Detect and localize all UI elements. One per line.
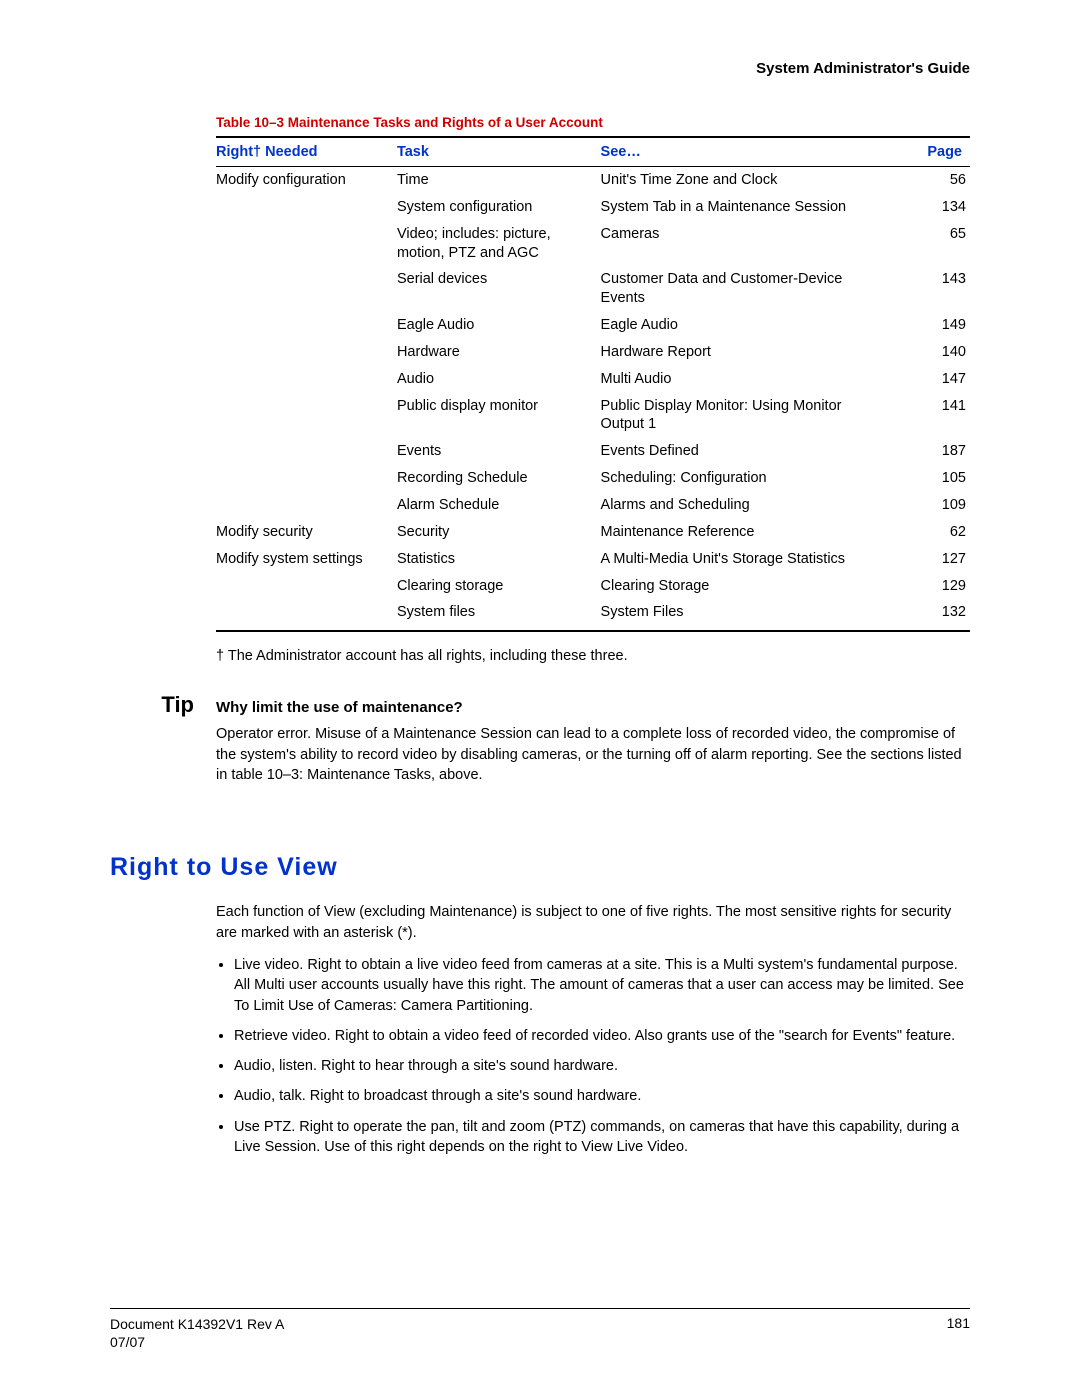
table-cell	[216, 366, 397, 393]
table-cell: Hardware Report	[601, 339, 880, 366]
table-cell: Video; includes: picture, motion, PTZ an…	[397, 221, 601, 267]
col-right: Right† Needed	[216, 137, 397, 167]
table-cell: System configuration	[397, 194, 601, 221]
table-cell: 140	[880, 339, 971, 366]
list-item: Use PTZ. Right to operate the pan, tilt …	[234, 1117, 970, 1158]
table-cell: Modify system settings	[216, 546, 397, 573]
col-task: Task	[397, 137, 601, 167]
table-cell: Time	[397, 167, 601, 194]
table-cell: 65	[880, 221, 971, 267]
table-cell: Scheduling: Configuration	[601, 465, 880, 492]
table-cell: Unit's Time Zone and Clock	[601, 167, 880, 194]
table-cell	[216, 221, 397, 267]
table-cell	[216, 393, 397, 439]
table-cell: Multi Audio	[601, 366, 880, 393]
table-cell: Events Defined	[601, 438, 880, 465]
table-cell: 129	[880, 573, 971, 600]
table-cell	[216, 194, 397, 221]
table-cell: System Files	[601, 599, 880, 630]
table-cell: Clearing Storage	[601, 573, 880, 600]
table-row: HardwareHardware Report140	[216, 339, 970, 366]
table-cell: Statistics	[397, 546, 601, 573]
table-cell: Customer Data and Customer-Device Events	[601, 266, 880, 312]
section-intro: Each function of View (excluding Mainten…	[216, 902, 970, 943]
table-cell	[216, 492, 397, 519]
table-cell: Serial devices	[397, 266, 601, 312]
table-cell: System Tab in a Maintenance Session	[601, 194, 880, 221]
table-cell	[216, 312, 397, 339]
table-cell	[216, 438, 397, 465]
table-cell: Eagle Audio	[397, 312, 601, 339]
table-cell: Maintenance Reference	[601, 519, 880, 546]
list-item: Retrieve video. Right to obtain a video …	[234, 1026, 970, 1046]
table-cell: Events	[397, 438, 601, 465]
table-cell: 134	[880, 194, 971, 221]
table-row: Modify system settingsStatisticsA Multi-…	[216, 546, 970, 573]
table-cell	[216, 266, 397, 312]
table-row: Modify securitySecurityMaintenance Refer…	[216, 519, 970, 546]
table-cell: 132	[880, 599, 971, 630]
table-cell: A Multi-Media Unit's Storage Statistics	[601, 546, 880, 573]
table-cell: Public display monitor	[397, 393, 601, 439]
table-cell: 147	[880, 366, 971, 393]
table-cell: System files	[397, 599, 601, 630]
page-header: System Administrator's Guide	[110, 60, 970, 77]
footer-doc: Document K14392V1 Rev A	[110, 1316, 284, 1332]
page-footer: Document K14392V1 Rev A 07/07 181	[110, 1308, 970, 1351]
table-row: Video; includes: picture, motion, PTZ an…	[216, 221, 970, 267]
table-cell: 141	[880, 393, 971, 439]
table-cell: 105	[880, 465, 971, 492]
table-cell: 187	[880, 438, 971, 465]
rights-list: Live video. Right to obtain a live video…	[216, 955, 970, 1157]
table-cell: Recording Schedule	[397, 465, 601, 492]
table-row: Clearing storageClearing Storage129	[216, 573, 970, 600]
table-row: EventsEvents Defined187	[216, 438, 970, 465]
table-cell: Hardware	[397, 339, 601, 366]
list-item: Live video. Right to obtain a live video…	[234, 955, 970, 1016]
table-cell: Audio	[397, 366, 601, 393]
table-cell: 127	[880, 546, 971, 573]
table-cell: Public Display Monitor: Using Monitor Ou…	[601, 393, 880, 439]
table-cell: 62	[880, 519, 971, 546]
tip-label: Tip	[110, 692, 216, 718]
table-cell: Cameras	[601, 221, 880, 267]
table-footnote: † The Administrator account has all righ…	[216, 646, 970, 666]
table-cell: 143	[880, 266, 971, 312]
table-cell: 149	[880, 312, 971, 339]
table-row: Modify configurationTimeUnit's Time Zone…	[216, 167, 970, 194]
table-row: Recording ScheduleScheduling: Configurat…	[216, 465, 970, 492]
table-row: Eagle AudioEagle Audio149	[216, 312, 970, 339]
table-cell: Modify security	[216, 519, 397, 546]
table-cell	[216, 465, 397, 492]
list-item: Audio, talk. Right to broadcast through …	[234, 1086, 970, 1106]
col-page: Page	[880, 137, 971, 167]
table-caption: Table 10–3 Maintenance Tasks and Rights …	[216, 115, 970, 130]
table-row: System configurationSystem Tab in a Main…	[216, 194, 970, 221]
col-see: See…	[601, 137, 880, 167]
table-cell: Security	[397, 519, 601, 546]
table-row: Serial devicesCustomer Data and Customer…	[216, 266, 970, 312]
table-cell	[216, 339, 397, 366]
maintenance-table: Right† Needed Task See… Page Modify conf…	[216, 136, 970, 630]
table-cell: Modify configuration	[216, 167, 397, 194]
footer-page: 181	[947, 1315, 970, 1351]
table-cell: 109	[880, 492, 971, 519]
table-row: AudioMulti Audio147	[216, 366, 970, 393]
section-heading: Right to Use View	[110, 853, 970, 882]
tip-heading: Why limit the use of maintenance?	[216, 699, 970, 716]
footer-date: 07/07	[110, 1334, 145, 1350]
table-row: Alarm ScheduleAlarms and Scheduling109	[216, 492, 970, 519]
table-row: System filesSystem Files132	[216, 599, 970, 630]
table-cell: Eagle Audio	[601, 312, 880, 339]
table-cell	[216, 573, 397, 600]
tip-body: Operator error. Misuse of a Maintenance …	[216, 724, 970, 785]
table-cell	[216, 599, 397, 630]
table-cell: Alarms and Scheduling	[601, 492, 880, 519]
table-cell: Alarm Schedule	[397, 492, 601, 519]
list-item: Audio, listen. Right to hear through a s…	[234, 1056, 970, 1076]
table-cell: 56	[880, 167, 971, 194]
table-cell: Clearing storage	[397, 573, 601, 600]
table-row: Public display monitorPublic Display Mon…	[216, 393, 970, 439]
